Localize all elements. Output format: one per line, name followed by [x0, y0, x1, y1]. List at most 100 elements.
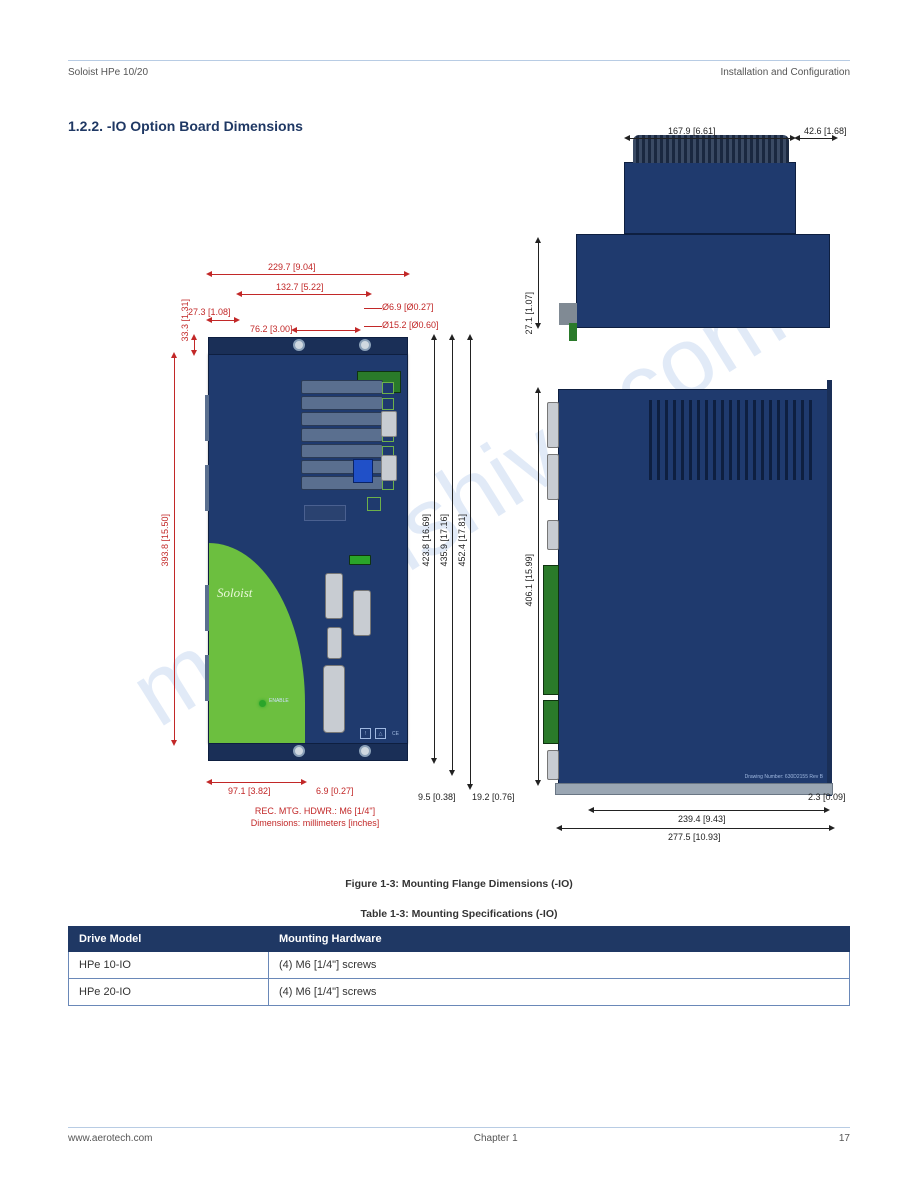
footer-left: www.aerotech.com	[68, 1133, 152, 1144]
bottom-plate	[555, 783, 833, 795]
dim-height: 393.8 [15.50]	[160, 514, 170, 567]
db9-connector	[327, 627, 342, 659]
dim-bot-w2: 277.5 [10.93]	[668, 832, 721, 842]
table-header: Mounting Hardware	[269, 927, 850, 952]
dim-flange-h: 33.3 [1.31]	[180, 299, 190, 342]
side-connector	[547, 402, 559, 448]
drawing-number: Drawing Number: 630D2155 Rev B	[745, 774, 823, 780]
green-terminal-bank	[543, 700, 559, 744]
leader	[364, 326, 382, 327]
enable-led	[259, 700, 266, 707]
header-left: Soloist HPe 10/20	[68, 67, 148, 78]
terminal-row	[301, 396, 383, 410]
enable-label: ENABLE	[269, 698, 289, 704]
table-row: HPe 10-IO (4) M6 [1/4"] screws	[69, 952, 850, 979]
dim-overall-width: 229.7 [9.04]	[268, 262, 316, 272]
side-terminal	[569, 323, 577, 341]
dim-bot-w1: 239.4 [9.43]	[678, 814, 726, 824]
ce-mark: CE	[390, 728, 401, 739]
caution-icon: △	[375, 728, 386, 739]
footer-right: 17	[839, 1133, 850, 1144]
side-slot	[205, 395, 209, 441]
dim-line	[626, 138, 794, 139]
note-line2: Dimensions: millimeters [inches]	[251, 818, 380, 828]
table-cell: (4) M6 [1/4"] screws	[269, 979, 850, 1006]
top-flange	[208, 337, 408, 355]
module-chip	[353, 459, 373, 483]
mounting-hole	[359, 745, 371, 757]
green-header	[349, 555, 371, 565]
dim-line	[434, 336, 435, 762]
dim-line	[558, 828, 833, 829]
d-connector	[381, 411, 397, 437]
mounting-hole	[293, 745, 305, 757]
vent-grid	[649, 400, 819, 480]
spec-table: Drive Model Mounting Hardware HPe 10-IO …	[68, 926, 850, 1006]
dim-bot-mid: 6.9 [0.27]	[316, 786, 354, 796]
dimensional-diagram: manualshive.com	[68, 144, 848, 864]
dim-line	[293, 330, 359, 331]
side-connector	[547, 454, 559, 500]
status-box	[367, 497, 381, 511]
db15-connector	[325, 573, 343, 619]
table-caption: Table 1-3: Mounting Specifications (-IO)	[68, 908, 850, 920]
dim-hole-span: 132.7 [5.22]	[276, 282, 324, 292]
dim-bot-left: 97.1 [3.82]	[228, 786, 271, 796]
side-connector	[547, 750, 559, 780]
side-slot	[205, 465, 209, 511]
dim-line	[194, 336, 195, 354]
db15-connector	[353, 590, 371, 636]
dim-line	[238, 294, 370, 295]
top-base	[576, 234, 830, 328]
table-header-row: Drive Model Mounting Hardware	[69, 927, 850, 952]
note-line1: REC. MTG. HDWR.: M6 [1/4"]	[255, 806, 375, 816]
mounting-note: REC. MTG. HDWR.: M6 [1/4"] Dimensions: m…	[220, 806, 410, 829]
top-module	[624, 162, 796, 234]
page-footer: www.aerotech.com Chapter 1 17	[68, 1127, 850, 1144]
dim-line	[208, 782, 305, 783]
dim-line	[796, 138, 836, 139]
side-bracket	[559, 303, 577, 325]
leader	[364, 308, 382, 309]
dim-line	[538, 239, 539, 327]
table-cell: (4) M6 [1/4"] screws	[269, 952, 850, 979]
warning-icon: !	[360, 728, 371, 739]
green-swoosh	[209, 543, 305, 743]
side-connector	[547, 520, 559, 550]
dim-h3: 452.4 [17.81]	[457, 514, 467, 567]
mounting-hole	[293, 339, 305, 351]
terminal-row	[301, 444, 383, 458]
figure-caption: Figure 1-3: Mounting Flange Dimensions (…	[68, 878, 850, 890]
header-right: Installation and Configuration	[720, 67, 850, 78]
dim-line	[208, 320, 238, 321]
info-label	[304, 505, 346, 521]
terminal-row	[301, 428, 383, 442]
bottom-flange	[208, 743, 408, 761]
footer-center: Chapter 1	[474, 1133, 518, 1144]
dim-left-offset: 27.3 [1.08]	[188, 307, 231, 317]
mounting-plate	[827, 380, 832, 796]
table-cell: HPe 20-IO	[69, 979, 269, 1006]
dim-b1: 9.5 [0.38]	[418, 792, 456, 802]
heatsink-fins	[633, 135, 789, 163]
product-logo: Soloist	[217, 585, 252, 601]
dim-bot-r: 2.3 [0.09]	[808, 792, 846, 802]
section-title: 1.2.2. -IO Option Board Dimensions	[68, 118, 850, 134]
cert-marks: ! △ CE	[360, 728, 401, 739]
dim-body-h: 406.1 [15.99]	[524, 554, 534, 607]
dim-line	[470, 336, 471, 788]
green-terminal-bank	[543, 565, 559, 695]
table-cell: HPe 10-IO	[69, 952, 269, 979]
table-header: Drive Model	[69, 927, 269, 952]
dim-line	[590, 810, 828, 811]
dim-cb-dia: Ø15.2 [Ø0.60]	[382, 320, 439, 330]
dim-line	[452, 336, 453, 774]
table-row: HPe 20-IO (4) M6 [1/4"] screws	[69, 979, 850, 1006]
d-connector	[381, 455, 397, 481]
terminal-row	[301, 380, 383, 394]
db25-connector	[323, 665, 345, 733]
header-rule	[68, 60, 850, 61]
dim-h2: 435.9 [17.16]	[439, 514, 449, 567]
dim-b2: 19.2 [0.76]	[472, 792, 515, 802]
dim-hole-gap: 76.2 [3.00]	[250, 324, 293, 334]
